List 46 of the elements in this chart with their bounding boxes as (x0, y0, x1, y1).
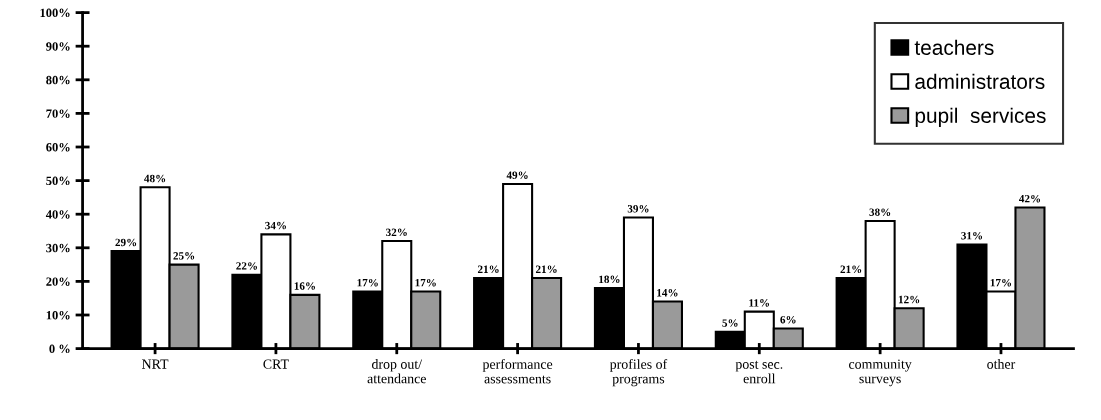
x-tick-label: CRT (263, 359, 289, 369)
x-tick-label: NRT (142, 359, 169, 369)
data-label: 5% (722, 319, 738, 327)
data-label: 17% (415, 278, 436, 287)
y-tick-label: 60% (46, 143, 70, 152)
x-tick-label: other (987, 359, 1016, 369)
x-tick-label: post sec. enroll (735, 360, 783, 384)
data-label: 39% (627, 205, 649, 213)
y-tick-label: 40% (45, 210, 70, 219)
y-tick-label: 10% (46, 311, 70, 320)
data-label: 16% (294, 282, 315, 290)
y-tick-label: 0 % (49, 344, 70, 354)
y-tick-label: 20% (46, 277, 70, 286)
data-label: 49% (506, 171, 528, 179)
x-tick-label: performance assessments (482, 359, 553, 384)
x-tick-label: drop out/ attendance (367, 359, 426, 384)
data-label: 18% (599, 275, 620, 284)
data-label: 42% (1019, 194, 1041, 203)
data-label: 21% (477, 265, 499, 274)
data-label: 17% (990, 278, 1012, 287)
data-label: 14% (657, 289, 678, 297)
data-label: 12% (898, 295, 920, 304)
data-label: 17% (357, 278, 378, 287)
legend-label: administrators (915, 73, 1045, 89)
legend-label: teachers (914, 39, 994, 55)
data-label: 32% (386, 228, 407, 237)
y-tick-label: 50% (46, 176, 70, 186)
y-tick-label: 70% (46, 109, 70, 118)
x-tick-label: community surveys (849, 359, 912, 387)
data-label: 29% (115, 238, 137, 247)
data-label: 21% (840, 265, 862, 274)
data-label: 22% (236, 262, 257, 270)
legend-label: pupil services (915, 107, 1046, 128)
y-tick-label: 90% (46, 42, 70, 51)
data-label: 25% (173, 252, 195, 260)
data-label: 34% (265, 221, 286, 230)
data-label: 21% (535, 265, 557, 274)
data-label: 31% (961, 231, 983, 240)
data-label: 6% (780, 315, 796, 324)
x-tick-label: profiles of programs (609, 359, 668, 387)
data-label: 11% (749, 299, 770, 307)
y-tick-label: 80% (46, 75, 70, 85)
y-tick-label: 30% (46, 243, 70, 253)
y-tick-label: 100% (40, 8, 70, 18)
data-label: 48% (144, 174, 166, 183)
data-label: 38% (869, 208, 891, 216)
